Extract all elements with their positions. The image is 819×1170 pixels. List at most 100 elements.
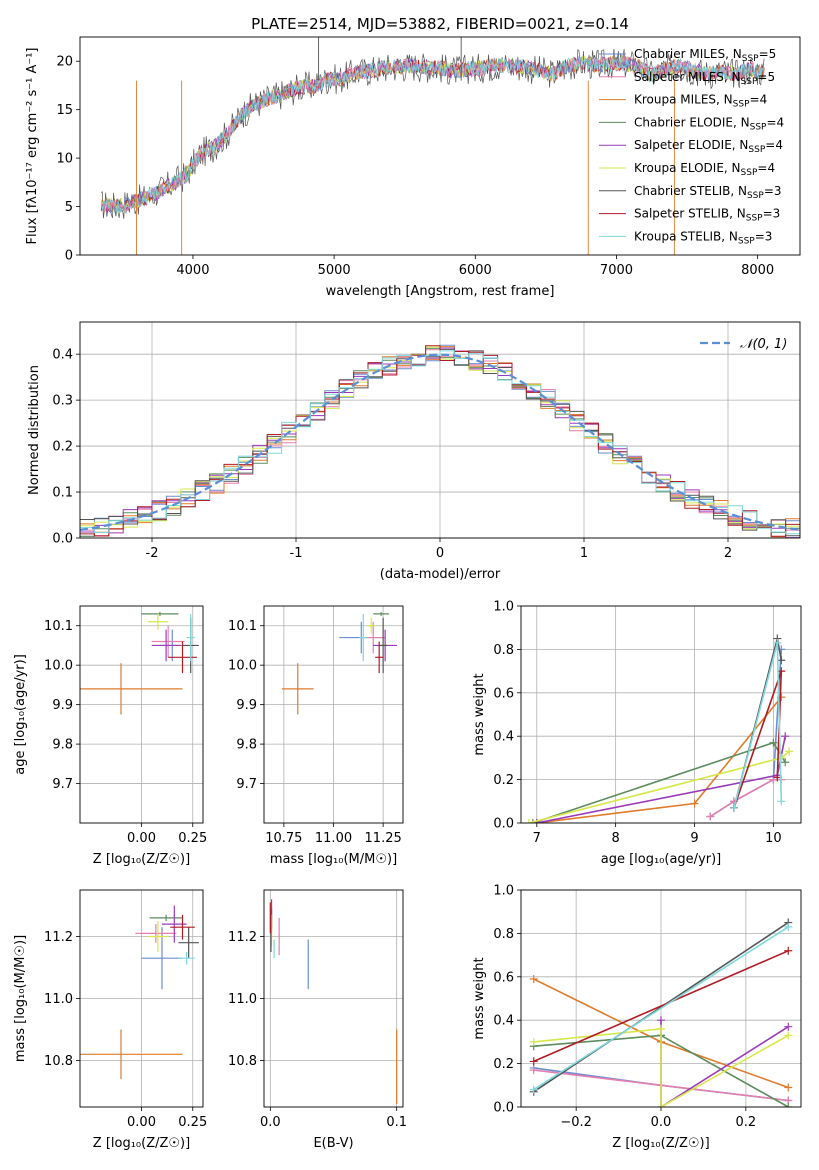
series-line [533, 950, 789, 1063]
y-tick-label: 10.1 [228, 619, 257, 634]
errorbar-chabrier-stelib [178, 927, 199, 959]
legend-subscript: SSP [741, 77, 758, 87]
series-line [733, 670, 783, 809]
y-tick-label: 0.8 [493, 927, 514, 942]
point-marker [690, 799, 699, 808]
x-tick-label: 11.00 [315, 831, 352, 846]
legend-subscript: SSP [738, 236, 755, 246]
y-tick-label: 10.0 [228, 659, 257, 674]
y-tick-label: 10.0 [44, 659, 73, 674]
series-kroupa-stelib [729, 638, 786, 812]
point-marker [781, 732, 790, 741]
y-tick-label: 1.0 [493, 884, 514, 899]
y-axis-label: Flux [fλ10⁻¹⁷ erg cm⁻² s⁻¹ A⁻¹] [25, 48, 40, 245]
y-tick-label: 0.4 [52, 348, 73, 363]
legend-text: Chabrier STELIB, N [634, 184, 747, 198]
y-tick-label: 15 [56, 103, 73, 118]
plot-frame [520, 605, 802, 824]
series-kroupa-elodie [529, 1024, 793, 1107]
x-tick-label: 5000 [318, 263, 351, 278]
series-salpeter-stelib [529, 946, 793, 1066]
series-line [533, 926, 789, 1091]
errorbar-kroupa-miles [281, 663, 314, 715]
y-tick-label: 10.8 [228, 1054, 257, 1069]
legend-subscript: SSP [741, 168, 758, 178]
legend-subscript: SSP [733, 100, 750, 110]
legend-subscript: SSP [750, 122, 767, 132]
legend-suffix: =3 [764, 184, 782, 198]
y-tick-label: 0.0 [52, 532, 73, 547]
series-line [709, 649, 783, 818]
y-tick-label: 9.9 [236, 698, 257, 713]
y-tick-label: 10 [56, 152, 73, 167]
errorbar-chabrier-elodie [373, 611, 390, 616]
point-marker [529, 974, 538, 983]
series-line [533, 921, 789, 1093]
age-mass-panel: 10.75 11.00 11.25 9.7 9.8 9.9 10.0 10.1 mass [lo… [228, 605, 404, 867]
legend-text: Salpeter ELODIE, N [634, 138, 748, 152]
y-tick-label: 0.4 [493, 730, 514, 745]
legend-suffix: =5 [757, 70, 775, 84]
y-tick-label: 9.9 [52, 698, 73, 713]
point-marker [784, 1022, 793, 1031]
x-tick-label: 11.25 [365, 831, 402, 846]
x-tick-label: -2 [146, 546, 159, 561]
age-Z-panel: 0.00 0.25 9.7 9.8 9.9 10.0 10.1 Z [log₁₀(Z/Z☉)]… [13, 605, 207, 867]
x-axis-label: mass [log₁₀(M/M☉)] [270, 852, 397, 867]
point-marker [777, 656, 786, 665]
legend-subscript: SSP [746, 214, 763, 224]
point-marker [528, 819, 537, 823]
x-axis-label: (data-model)/error [380, 567, 501, 582]
legend-suffix: =4 [765, 138, 783, 152]
spectrum-line-kroupa-stelib [100, 55, 765, 215]
legend-label-normal: 𝒩(0, 1) [740, 337, 787, 352]
x-tick-label: 0.25 [178, 1115, 207, 1130]
legend-text: Kroupa ELODIE, N [634, 161, 741, 175]
errorbar-salpeter-stelib [375, 641, 384, 674]
y-tick-label: 1.0 [493, 600, 514, 615]
errorbar-salpeter-stelib [170, 914, 195, 940]
errorbar-chabrier-miles [141, 927, 183, 990]
y-tick-label: 10.8 [44, 1054, 73, 1069]
point-marker [769, 738, 778, 747]
legend-text: Kroupa STELIB, N [634, 229, 738, 243]
x-tick-label: 0 [436, 546, 444, 561]
x-tick-label: 1 [580, 546, 588, 561]
point-marker [529, 1085, 538, 1094]
series-kroupa-stelib [529, 922, 793, 1094]
data-layer [269, 899, 398, 1104]
legend-label-salpeter-stelib: Salpeter STELIB, NSSP=3 [634, 207, 780, 224]
x-tick-label: 2 [724, 546, 732, 561]
legend-suffix: =5 [759, 47, 777, 61]
y-tick-label: 0.6 [493, 970, 514, 985]
y-tick-label: 9.8 [236, 738, 257, 753]
residuals-panel: -2 -1 0 1 2 0.0 0.1 0.2 0.3 0.4 (data-model)/error… [27, 321, 801, 582]
errorbar-kroupa-elodie [367, 617, 376, 634]
point-marker [529, 1037, 538, 1046]
x-tick-label: 8 [612, 831, 620, 846]
y-tick-label: 9.7 [52, 777, 73, 792]
legend-suffix: =4 [750, 93, 768, 107]
plot-frame [79, 605, 204, 824]
x-tick-label: 0.2 [736, 1115, 757, 1130]
plot-frame [263, 889, 404, 1108]
errorbar-salpeter-miles [135, 924, 177, 943]
y-tick-label: 0.2 [493, 1057, 514, 1072]
errorbar-kroupa-miles [80, 1029, 183, 1080]
data-layer [281, 611, 398, 715]
x-axis-label: Z [log₁₀(Z/Z☉)] [93, 1136, 190, 1151]
legend-suffix: =4 [766, 115, 784, 129]
mass-ebv-panel: 0.0 0.1 10.8 11.0 11.2 E(B-V) [228, 889, 407, 1151]
errorbar-salpeter-miles [151, 625, 185, 658]
errorbar-kroupa-miles [80, 663, 183, 715]
errorbar-salpeter-stelib [168, 641, 197, 674]
x-tick-label: 9 [690, 831, 698, 846]
data-layer [80, 905, 199, 1080]
series-line [709, 778, 782, 818]
point-marker [729, 803, 738, 812]
legend-text: Chabrier MILES, N [634, 47, 742, 61]
legend-suffix: =4 [757, 161, 775, 175]
y-tick-label: 0.0 [493, 1101, 514, 1116]
y-tick-label: 11.0 [228, 992, 257, 1007]
legend-subscript: SSP [748, 145, 765, 155]
